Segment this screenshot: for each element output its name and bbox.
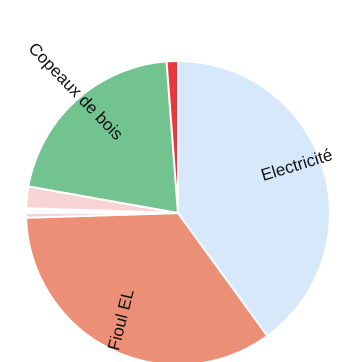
pie-slice-copeaux-de-bois <box>27 60 180 215</box>
pie-slice-electricit <box>177 59 331 338</box>
pie-slice-fioul-el <box>25 211 269 362</box>
pie-slice-minor-6 <box>165 59 179 214</box>
pie-slices <box>24 59 331 362</box>
